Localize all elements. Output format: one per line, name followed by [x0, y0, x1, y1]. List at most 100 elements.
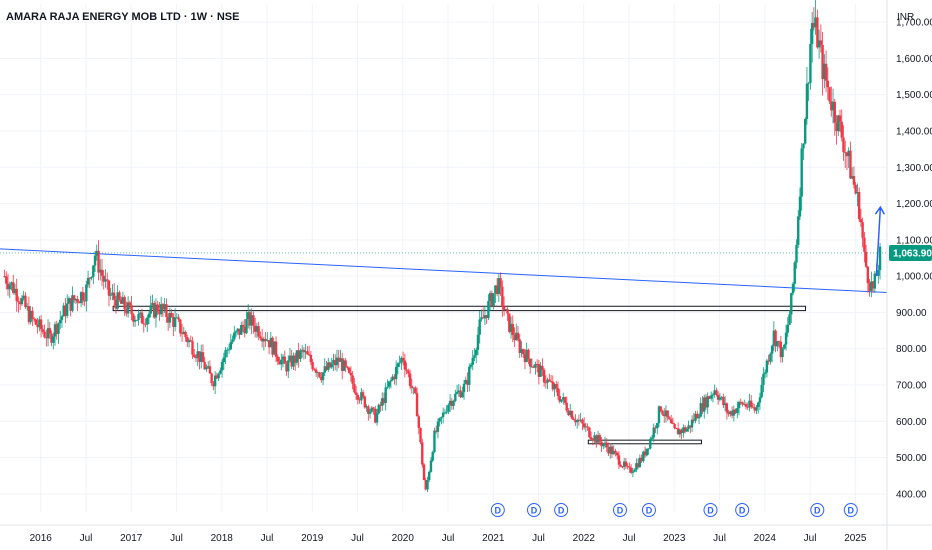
dividend-marker[interactable]	[735, 503, 750, 517]
candle-body	[457, 390, 461, 393]
candle-body	[142, 323, 145, 325]
candle-body	[229, 342, 233, 350]
candle-body	[480, 317, 483, 320]
candle-body	[353, 383, 356, 393]
candle-body	[5, 276, 8, 284]
candle-body	[29, 310, 32, 323]
dividend-marker[interactable]	[703, 503, 718, 517]
candle-body	[400, 357, 403, 363]
candle-body	[398, 362, 401, 364]
candle-body	[730, 411, 734, 416]
x-tick-label: 2018	[211, 533, 234, 544]
candle-body	[596, 435, 600, 443]
candle-body	[844, 152, 847, 153]
candle-body	[381, 398, 384, 406]
candle-body	[278, 361, 281, 365]
dividend-marker-label: D	[814, 506, 821, 516]
candle-body	[570, 411, 574, 419]
candle-body	[414, 387, 417, 394]
chart-grid	[0, 4, 887, 512]
x-tick-label: Jul	[170, 533, 183, 544]
candle-body	[375, 413, 379, 423]
candle-body	[838, 115, 842, 122]
dividend-marker[interactable]	[810, 503, 825, 517]
candle-body	[206, 366, 210, 368]
y-tick-label: 1,000.00	[896, 272, 932, 283]
candle-body	[600, 441, 603, 447]
candle-body	[812, 23, 816, 28]
candle-body	[602, 444, 605, 447]
candle-body	[191, 341, 194, 355]
candle-body	[743, 403, 746, 405]
candle-body	[523, 354, 527, 362]
candle-body	[466, 379, 469, 385]
candle-body	[737, 401, 741, 409]
candle-body	[642, 451, 645, 462]
y-tick-label: 500.00	[896, 453, 927, 464]
candle-body	[682, 427, 685, 433]
candle-body	[638, 457, 642, 468]
candle-body	[824, 63, 828, 81]
candle-body	[198, 351, 201, 362]
candle-body	[259, 336, 262, 339]
candle-body	[403, 360, 407, 370]
candle-body	[579, 419, 582, 421]
candle-body	[79, 292, 83, 303]
candle-body	[720, 396, 723, 398]
candle-body	[784, 332, 788, 345]
candle-body	[210, 373, 213, 384]
candle-body	[469, 364, 473, 367]
candle-body	[302, 349, 306, 353]
dividend-marker-label: D	[495, 506, 502, 516]
candle-body	[527, 349, 530, 359]
dividend-marker[interactable]	[554, 503, 569, 517]
candle-body	[690, 419, 694, 428]
candle-body	[852, 176, 856, 185]
candle-body	[97, 250, 100, 273]
dividend-marker[interactable]	[490, 503, 505, 517]
candle-body	[71, 295, 74, 311]
candle-body	[342, 360, 346, 371]
candle-body	[20, 298, 24, 305]
candle-body	[727, 412, 730, 415]
candle-body	[605, 442, 608, 448]
last-price-label: 1,063.90	[893, 248, 932, 259]
candle-body	[833, 101, 836, 123]
y-axis[interactable]: 400.00 500.00 600.00 700.00 800.00 900.00 1,00…	[886, 0, 932, 550]
candle-body	[83, 300, 86, 302]
x-axis[interactable]: 2016 Jul 2017 Jul 2018 Jul 2019 Jul 2020 Jul 2021 J…	[0, 524, 932, 544]
y-tick-label: 1,700.00	[896, 18, 932, 29]
dividend-marker[interactable]	[843, 503, 858, 517]
candle-body	[363, 396, 367, 408]
candle-body	[584, 426, 588, 428]
candle-body	[347, 367, 351, 373]
candle-body	[109, 294, 112, 296]
candle-body	[758, 397, 762, 403]
candle-body	[132, 314, 135, 322]
candle-body	[102, 275, 105, 282]
candle-body	[657, 406, 661, 424]
candle-body	[736, 408, 739, 414]
candle-body	[781, 348, 784, 358]
x-tick-label: 2020	[392, 533, 415, 544]
dividend-marker[interactable]	[612, 503, 627, 517]
candle-body	[294, 355, 297, 363]
candle-body	[128, 302, 132, 306]
candle-body	[656, 423, 659, 429]
candle-body	[664, 410, 668, 417]
candle-body	[327, 362, 330, 370]
candle-body	[711, 394, 715, 396]
support-resistance-levels	[0, 248, 888, 445]
candle-body	[878, 246, 882, 271]
candle-body	[384, 387, 387, 403]
candle-body	[556, 388, 560, 397]
dividend-marker[interactable]	[527, 503, 542, 517]
dividend-marker[interactable]	[641, 503, 656, 517]
last-price-marker: 1,063.90	[889, 244, 932, 261]
candle-body	[137, 313, 140, 320]
resistance-zone	[112, 305, 807, 312]
candle-body	[234, 331, 238, 333]
candle-body	[344, 360, 347, 367]
